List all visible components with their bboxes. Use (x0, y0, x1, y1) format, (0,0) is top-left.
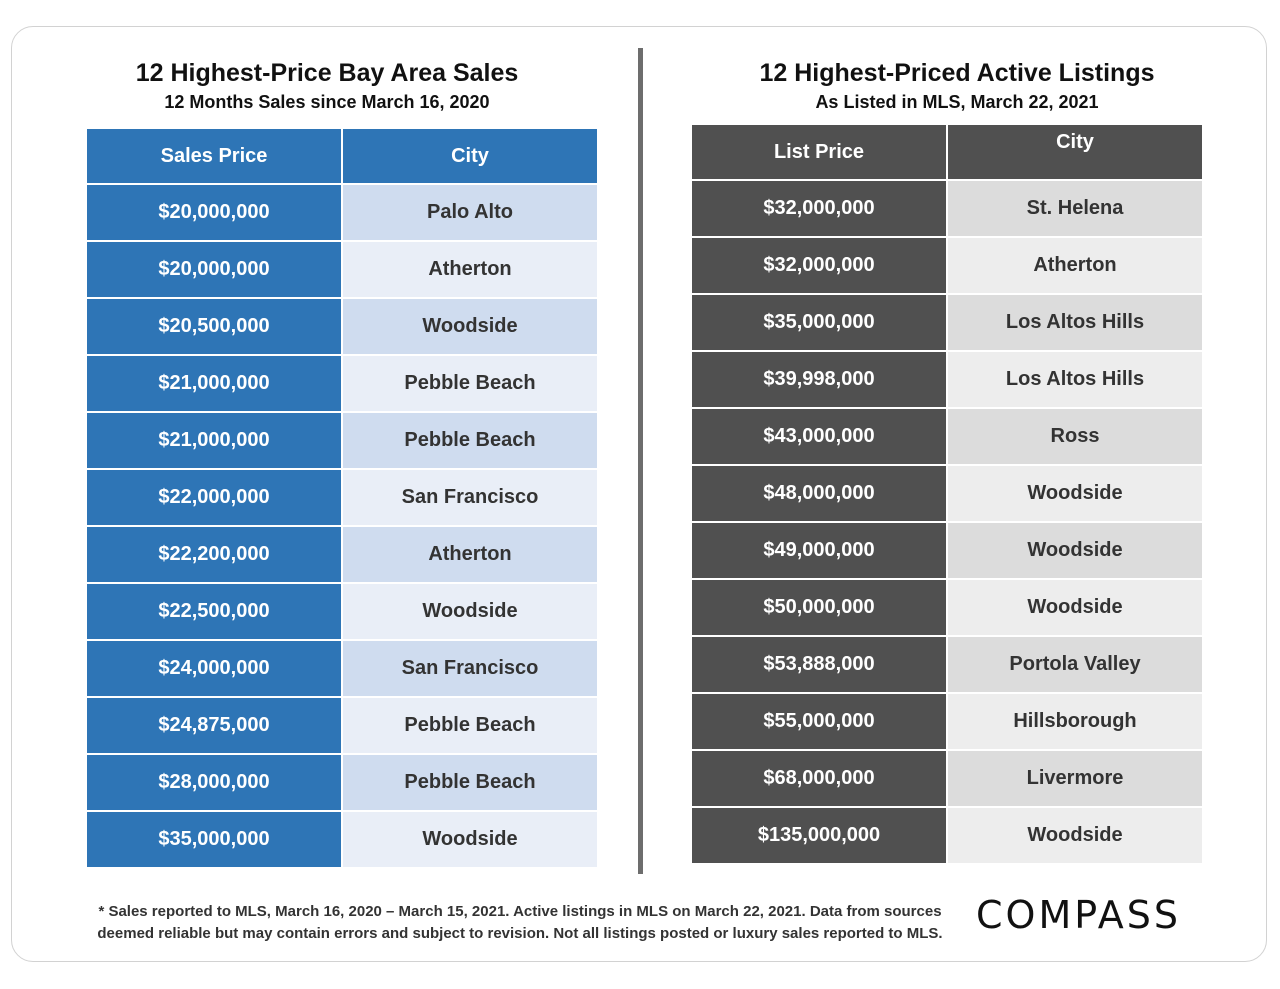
list-price-cell: $48,000,000 (692, 466, 946, 521)
compass-logo: COMPASS (976, 893, 1181, 937)
sales-city-cell: Woodside (343, 584, 597, 639)
sales-city-cell: Woodside (343, 812, 597, 867)
table-row: $135,000,000 Woodside (692, 808, 1202, 863)
listing-city-cell: Woodside (948, 808, 1202, 863)
sales-price-cell: $21,000,000 (87, 356, 341, 411)
sales-city-cell: Palo Alto (343, 185, 597, 240)
list-price-cell: $50,000,000 (692, 580, 946, 635)
list-price-cell: $49,000,000 (692, 523, 946, 578)
listing-city-cell: Ross (948, 409, 1202, 464)
table-row: $22,200,000 Atherton (87, 527, 597, 582)
listing-city-cell: Woodside (948, 466, 1202, 521)
sales-city-cell: Pebble Beach (343, 755, 597, 810)
footnote-line-1: * Sales reported to MLS, March 16, 2020 … (98, 903, 942, 920)
table-row: $53,888,000 Portola Valley (692, 637, 1202, 692)
sales-price-cell: $22,200,000 (87, 527, 341, 582)
listings-city-column-header: City (948, 125, 1202, 179)
list-price-cell: $39,998,000 (692, 352, 946, 407)
listing-city-cell: Atherton (948, 238, 1202, 293)
sales-city-cell: Woodside (343, 299, 597, 354)
listings-panel-title: 12 Highest-Priced Active Listings (759, 59, 1155, 87)
list-price-cell: $43,000,000 (692, 409, 946, 464)
table-row: $22,000,000 San Francisco (87, 470, 597, 525)
listing-city-cell: St. Helena (948, 181, 1202, 236)
listing-city-cell: Hillsborough (948, 694, 1202, 749)
sales-city-cell: San Francisco (343, 641, 597, 696)
sales-panel-title: 12 Highest-Price Bay Area Sales (135, 59, 519, 87)
table-row: $20,500,000 Woodside (87, 299, 597, 354)
list-price-cell: $32,000,000 (692, 181, 946, 236)
sales-price-cell: $20,500,000 (87, 299, 341, 354)
listings-panel-subtitle: As Listed in MLS, March 22, 2021 (815, 92, 1099, 112)
footnote-line-2: deemed reliable but may contain errors a… (97, 925, 943, 942)
table-row: $32,000,000 Atherton (692, 238, 1202, 293)
listing-city-cell: Woodside (948, 523, 1202, 578)
table-row: $20,000,000 Atherton (87, 242, 597, 297)
list-price-cell: $53,888,000 (692, 637, 946, 692)
table-row: $20,000,000 Palo Alto (87, 185, 597, 240)
table-row: $24,875,000 Pebble Beach (87, 698, 597, 753)
table-row: $55,000,000 Hillsborough (692, 694, 1202, 749)
sales-panel-subtitle: 12 Months Sales since March 16, 2020 (164, 92, 490, 112)
sales-price-cell: $22,000,000 (87, 470, 341, 525)
sales-city-cell: Atherton (343, 242, 597, 297)
sales-city-cell: Pebble Beach (343, 356, 597, 411)
sales-price-cell: $22,500,000 (87, 584, 341, 639)
table-row: $48,000,000 Woodside (692, 466, 1202, 521)
listing-city-cell: Los Altos Hills (948, 352, 1202, 407)
table-row: $35,000,000 Woodside (87, 812, 597, 867)
table-row: $39,998,000 Los Altos Hills (692, 352, 1202, 407)
sales-price-column-header: Sales Price (87, 129, 341, 183)
sales-price-cell: $21,000,000 (87, 413, 341, 468)
sales-city-cell: Atherton (343, 527, 597, 582)
list-price-cell: $55,000,000 (692, 694, 946, 749)
footnote: * Sales reported to MLS, March 16, 2020 … (70, 901, 970, 945)
list-price-cell: $68,000,000 (692, 751, 946, 806)
list-price-cell: $32,000,000 (692, 238, 946, 293)
table-row: $49,000,000 Woodside (692, 523, 1202, 578)
list-price-cell: $135,000,000 (692, 808, 946, 863)
sales-price-cell: $35,000,000 (87, 812, 341, 867)
listing-city-cell: Woodside (948, 580, 1202, 635)
table-row: $21,000,000 Pebble Beach (87, 413, 597, 468)
table-row: $32,000,000 St. Helena (692, 181, 1202, 236)
table-row: $43,000,000 Ross (692, 409, 1202, 464)
table-row: $68,000,000 Livermore (692, 751, 1202, 806)
list-price-cell: $35,000,000 (692, 295, 946, 350)
sales-city-cell: Pebble Beach (343, 698, 597, 753)
sales-price-cell: $20,000,000 (87, 185, 341, 240)
table-row: $28,000,000 Pebble Beach (87, 755, 597, 810)
sales-city-column-header: City (343, 129, 597, 183)
listings-table-header-row: List Price City (692, 125, 1202, 179)
table-row: $24,000,000 San Francisco (87, 641, 597, 696)
listings-table: List Price City $32,000,000 St. Helena $3… (690, 123, 1204, 865)
table-row: $35,000,000 Los Altos Hills (692, 295, 1202, 350)
sales-price-cell: $24,000,000 (87, 641, 341, 696)
table-row: $50,000,000 Woodside (692, 580, 1202, 635)
listing-city-cell: Portola Valley (948, 637, 1202, 692)
sales-city-cell: Pebble Beach (343, 413, 597, 468)
listing-city-cell: Los Altos Hills (948, 295, 1202, 350)
table-row: $21,000,000 Pebble Beach (87, 356, 597, 411)
listing-city-cell: Livermore (948, 751, 1202, 806)
sales-price-cell: $28,000,000 (87, 755, 341, 810)
table-row: $22,500,000 Woodside (87, 584, 597, 639)
list-price-column-header: List Price (692, 125, 946, 179)
sales-price-cell: $20,000,000 (87, 242, 341, 297)
sales-price-cell: $24,875,000 (87, 698, 341, 753)
sales-table-header-row: Sales Price City (87, 129, 597, 183)
sales-city-cell: San Francisco (343, 470, 597, 525)
panel-divider (638, 48, 643, 874)
sales-table: Sales Price City $20,000,000 Palo Alto $2… (85, 127, 599, 869)
